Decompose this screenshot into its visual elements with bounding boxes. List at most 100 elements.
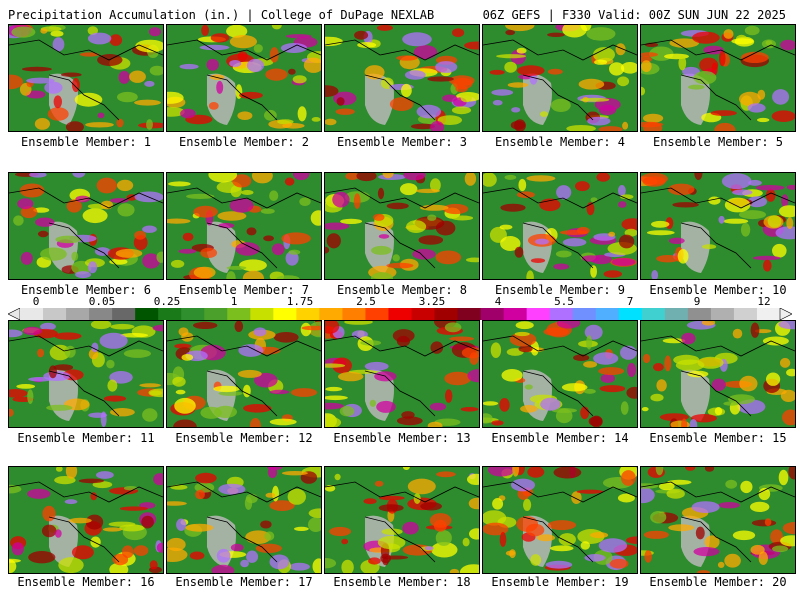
- colorbar-swatch: [687, 308, 712, 320]
- ensemble-member-label: Ensemble Member: 19: [491, 575, 629, 589]
- colorbar-swatch: [319, 308, 343, 320]
- precip-map: [9, 173, 163, 279]
- colorbar-swatch: [342, 308, 366, 320]
- colorbar-swatch: [158, 308, 182, 320]
- colorbar-tick-label: 7: [626, 295, 634, 308]
- colorbar-swatch: [526, 308, 551, 320]
- colorbar-swatch: [710, 308, 735, 320]
- ensemble-member-label: Ensemble Member: 8: [336, 283, 468, 297]
- ensemble-member-label: Ensemble Member: 4: [494, 135, 626, 149]
- precip-map-panel: [482, 466, 638, 574]
- colorbar-swatch: [733, 308, 758, 320]
- precip-map-panel: [482, 24, 638, 132]
- precip-map: [641, 25, 795, 131]
- precip-map-panel: [324, 24, 480, 132]
- precip-map: [325, 173, 479, 279]
- precip-map: [483, 173, 637, 279]
- colorbar-swatch: [618, 308, 643, 320]
- precip-map: [641, 173, 795, 279]
- ensemble-member-label: Ensemble Member: 5: [652, 135, 784, 149]
- colorbar-swatch: [457, 308, 482, 320]
- colorbar-swatch: [273, 308, 297, 320]
- colorbar-swatch: [756, 308, 781, 320]
- chart-title: Precipitation Accumulation (in.) | Colle…: [8, 8, 435, 22]
- ensemble-member-label: Ensemble Member: 7: [178, 283, 310, 297]
- precip-map-panel: [324, 320, 480, 428]
- precip-map-panel: [8, 466, 164, 574]
- precip-map: [9, 25, 163, 131]
- precip-map: [483, 467, 637, 573]
- colorbar-swatch: [204, 308, 228, 320]
- ensemble-member-label: Ensemble Member: 12: [175, 431, 313, 445]
- ensemble-member-label: Ensemble Member: 20: [649, 575, 787, 589]
- colorbar-swatch: [135, 308, 159, 320]
- ensemble-member-label: Ensemble Member: 10: [649, 283, 787, 297]
- colorbar-swatch: [181, 308, 205, 320]
- colorbar-tick-label: 9: [693, 295, 701, 308]
- precip-map-panel: [166, 320, 322, 428]
- precip-map: [167, 467, 321, 573]
- precip-map: [483, 25, 637, 131]
- ensemble-member-label: Ensemble Member: 18: [333, 575, 471, 589]
- colorbar-swatch: [411, 308, 436, 320]
- colorbar-tick-label: 12: [757, 295, 771, 308]
- colorbar-swatch: [664, 308, 689, 320]
- colorbar-tick-label: 4: [494, 295, 502, 308]
- colorbar-tick-label: 0.05: [88, 295, 116, 308]
- colorbar-swatch: [572, 308, 597, 320]
- ensemble-member-label: Ensemble Member: 6: [20, 283, 152, 297]
- colorbar-swatch: [549, 308, 574, 320]
- precip-map-panel: [8, 172, 164, 280]
- ensemble-member-label: Ensemble Member: 9: [494, 283, 626, 297]
- colorbar-swatch: [641, 308, 666, 320]
- colorbar-swatch: [20, 308, 44, 320]
- precip-map-panel: [640, 466, 796, 574]
- ensemble-member-label: Ensemble Member: 14: [491, 431, 629, 445]
- ensemble-member-label: Ensemble Member: 1: [20, 135, 152, 149]
- colorbar-swatch: [434, 308, 459, 320]
- colorbar: [8, 308, 792, 320]
- colorbar-tick-label: 3.25: [418, 295, 446, 308]
- precip-map-panel: [8, 24, 164, 132]
- precip-map-panel: [166, 24, 322, 132]
- colorbar-swatch: [595, 308, 620, 320]
- precip-map: [483, 321, 637, 427]
- precip-map-panel: [640, 172, 796, 280]
- colorbar-tick-label: 2.5: [356, 295, 376, 308]
- ensemble-member-label: Ensemble Member: 11: [17, 431, 155, 445]
- ensemble-member-label: Ensemble Member: 16: [17, 575, 155, 589]
- precip-map-panel: [640, 24, 796, 132]
- precip-map: [167, 25, 321, 131]
- precip-map-panel: [324, 466, 480, 574]
- colorbar-tick-label: 0.25: [153, 295, 181, 308]
- colorbar-swatch: [296, 308, 320, 320]
- colorbar-swatch: [480, 308, 505, 320]
- colorbar-tick-label: 1: [230, 295, 238, 308]
- ensemble-member-label: Ensemble Member: 15: [649, 431, 787, 445]
- colorbar-left-arrow: [8, 308, 21, 320]
- ensemble-member-label: Ensemble Member: 17: [175, 575, 313, 589]
- colorbar-tick-label: 1.75: [286, 295, 314, 308]
- precip-map-panel: [8, 320, 164, 428]
- precip-map-panel: [482, 320, 638, 428]
- precip-map: [325, 467, 479, 573]
- colorbar-right-arrow: [779, 308, 792, 320]
- precip-map-panel: [640, 320, 796, 428]
- precip-map: [9, 321, 163, 427]
- colorbar-swatch: [388, 308, 413, 320]
- precip-map: [325, 321, 479, 427]
- colorbar-swatch: [66, 308, 90, 320]
- ensemble-member-label: Ensemble Member: 2: [178, 135, 310, 149]
- colorbar-swatch: [43, 308, 67, 320]
- colorbar-tick-label: 5.5: [554, 295, 574, 308]
- colorbar-swatch: [112, 308, 136, 320]
- precip-map: [641, 467, 795, 573]
- colorbar-tick-label: 0: [32, 295, 40, 308]
- precip-map: [167, 321, 321, 427]
- colorbar-swatch: [227, 308, 251, 320]
- precip-map: [9, 467, 163, 573]
- ensemble-member-label: Ensemble Member: 3: [336, 135, 468, 149]
- colorbar-swatch: [365, 308, 389, 320]
- precip-map: [641, 321, 795, 427]
- colorbar-swatch: [89, 308, 113, 320]
